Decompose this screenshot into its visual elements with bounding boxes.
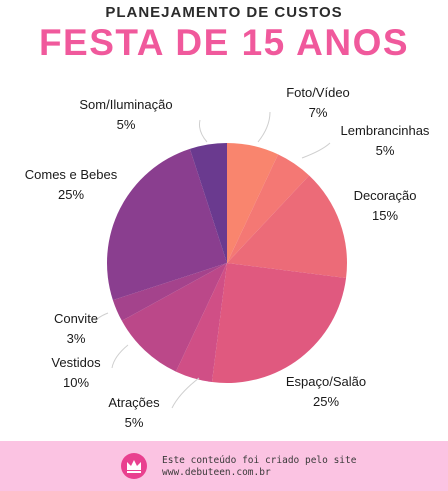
- leader-line: [301, 142, 331, 159]
- crown-icon: [121, 453, 147, 479]
- slice-value-label: 5%: [117, 117, 136, 132]
- slice-value-label: 15%: [372, 208, 398, 223]
- leader-line: [94, 312, 109, 324]
- leader-line: [199, 119, 208, 143]
- slice-label: Som/Iluminação: [79, 97, 172, 112]
- slice-label: Vestidos: [51, 355, 101, 370]
- slice-value-label: 10%: [63, 375, 89, 390]
- slice-label: Espaço/Salão: [286, 374, 366, 389]
- pie-slice-lembrancinhas: [227, 154, 310, 263]
- slice-value-label: 5%: [376, 143, 395, 158]
- pie-slice-comes-e-bebes: [106, 148, 227, 301]
- pie-slice-espa-o-sal-o: [211, 263, 347, 383]
- leader-line: [257, 111, 271, 143]
- page-subtitle: PLANEJAMENTO DE CUSTOS: [105, 4, 343, 21]
- pie-slice-decora-o: [227, 175, 347, 279]
- slice-label: Lembrancinhas: [341, 123, 430, 138]
- page-title: FESTA DE 15 ANOS: [38, 22, 410, 63]
- slice-label: Convite: [54, 311, 98, 326]
- slice-label: Atrações: [108, 395, 160, 410]
- footer-link[interactable]: www.debuteen.com.br: [162, 467, 271, 478]
- slice-value-label: 25%: [313, 394, 339, 409]
- pie-slice-convite: [112, 263, 227, 321]
- footer-banner: Este conteúdo foi criado pelo site www.d…: [0, 441, 448, 491]
- slice-value-label: 7%: [309, 105, 328, 120]
- pie-slice-vestidos: [121, 263, 227, 372]
- footer-text: Este conteúdo foi criado pelo site www.d…: [162, 455, 356, 479]
- slice-label: Foto/Vídeo: [286, 85, 350, 100]
- leader-line: [111, 344, 129, 369]
- slice-value-label: 25%: [58, 187, 84, 202]
- pie-slice-atra-es: [175, 263, 227, 383]
- pie-slice-foto-v-deo: [227, 143, 279, 263]
- footer-credit: Este conteúdo foi criado pelo site: [162, 455, 357, 466]
- slice-label: Decoração: [354, 188, 417, 203]
- pie-slice-som-ilumina-o: [189, 143, 227, 263]
- slice-label: Comes e Bebes: [25, 167, 118, 182]
- slice-value-label: 3%: [67, 331, 86, 346]
- leader-line: [171, 377, 200, 409]
- slice-value-label: 5%: [125, 415, 144, 430]
